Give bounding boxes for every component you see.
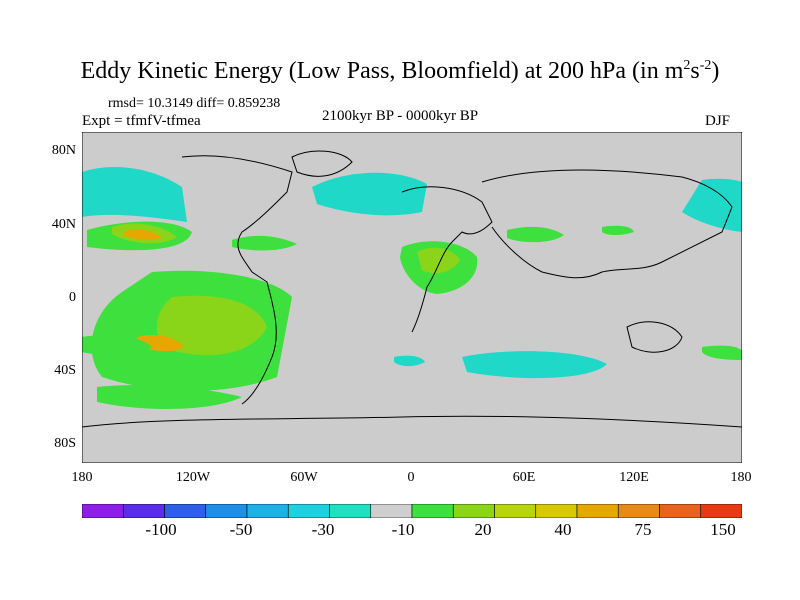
field-eastasia-patch — [602, 225, 634, 235]
season-label: DJF — [705, 113, 731, 129]
field-africa-core — [417, 247, 460, 274]
field-south-pacific-west — [82, 335, 152, 356]
colorbar-label-2: -50 — [229, 520, 253, 539]
field-southeast-patch — [702, 345, 742, 360]
lon-label-0: 0 — [407, 470, 415, 485]
colorbar-swatch — [246, 504, 289, 518]
colorbar-swatch — [576, 504, 619, 518]
lon-label-120e: 120E — [619, 470, 649, 485]
lat-label-40n: 40N — [51, 217, 76, 232]
field-indian-ocean — [462, 351, 607, 379]
stats-text: rmsd= 10.3149 diff= 0.859238 — [108, 96, 281, 111]
coast-europe-africa — [401, 186, 493, 333]
experiment-label: Expt = tfmfV-tfmea — [82, 113, 201, 129]
field-pacific-peak — [124, 229, 162, 241]
period-label: 2100kyr BP - 0000kyr BP — [322, 108, 479, 124]
field-natlantic — [312, 172, 427, 216]
lat-label-40s: 40S — [54, 363, 76, 378]
colorbar-label-5: 20 — [474, 520, 492, 539]
colorbar-label-1: -100 — [145, 520, 177, 539]
coast-americas — [181, 155, 293, 405]
colorbar-label-6: 40 — [554, 520, 572, 539]
coast-greenland — [291, 150, 353, 177]
coast-asia — [481, 169, 733, 279]
colorbar-label-8: 150 — [710, 520, 736, 539]
colorbar-swatch — [370, 504, 413, 518]
colorbar-swatch — [122, 504, 165, 518]
coast-antarctica — [82, 415, 742, 428]
anomaly-fields — [82, 167, 742, 409]
colorbar-label-4: -10 — [391, 520, 415, 539]
field-npacific-east — [82, 167, 187, 222]
colorbar-swatch — [659, 504, 702, 518]
colorbar-swatch — [535, 504, 578, 518]
colorbar-swatch — [164, 504, 207, 518]
colorbar-swatch — [82, 504, 124, 518]
colorbar-swatch — [452, 504, 495, 518]
colorbar-swatch — [700, 504, 742, 518]
colorbar-swatch — [329, 504, 372, 518]
lon-label-60e: 60E — [512, 470, 536, 485]
lon-label-120w: 120W — [175, 470, 211, 485]
lat-label-80n: 80N — [51, 143, 76, 158]
colorbar — [82, 504, 742, 518]
colorbar-swatch — [287, 504, 330, 518]
field-atlantic-patch — [232, 235, 297, 251]
colorbar-label-7: 75 — [634, 520, 652, 539]
coast-australia — [626, 321, 683, 353]
lon-label-180w: 180 — [71, 470, 93, 485]
coastlines — [82, 150, 742, 428]
colorbar-label-3: -30 — [311, 520, 335, 539]
colorbar-swatch — [494, 504, 537, 518]
field-south-pacific-core — [156, 295, 267, 356]
chart-title: Eddy Kinetic Energy (Low Pass, Bloomfiel… — [80, 58, 720, 84]
colorbar-swatch — [205, 504, 248, 518]
field-asia-patch — [507, 226, 564, 243]
lon-label-180e: 180 — [730, 470, 752, 485]
field-southern-ocean — [97, 385, 242, 409]
colorbar-swatch — [411, 504, 454, 518]
map-plot — [82, 132, 742, 463]
field-south-atlantic — [394, 355, 425, 367]
lat-label-0: 0 — [69, 290, 76, 305]
lat-label-80s: 80S — [54, 436, 76, 451]
colorbar-swatch — [617, 504, 660, 518]
lon-label-60w: 60W — [290, 470, 318, 485]
